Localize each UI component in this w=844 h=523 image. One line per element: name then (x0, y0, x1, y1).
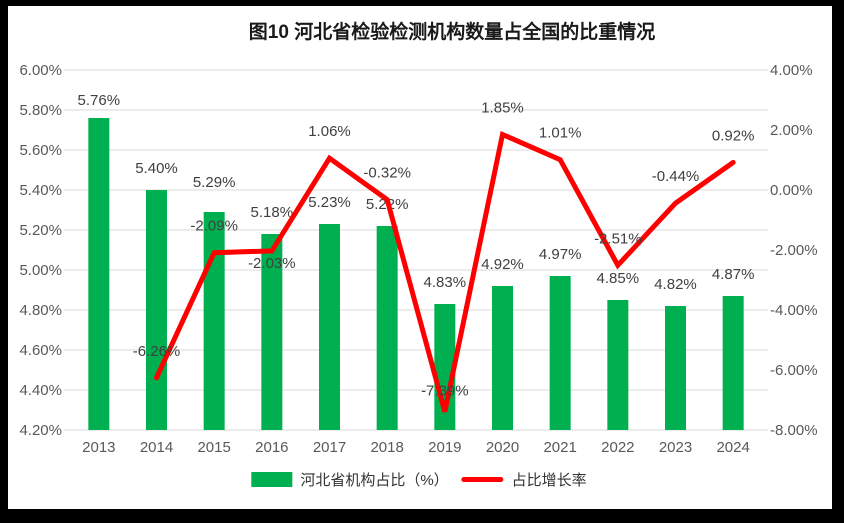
line-value-label: -2.03% (248, 255, 296, 272)
y-axis-tick-label-left: 4.60% (19, 342, 62, 359)
bar-value-label: 4.92% (481, 256, 524, 273)
bar-series-swatch-icon (251, 472, 293, 487)
bar (665, 306, 686, 430)
x-axis-label: 2019 (428, 439, 461, 456)
line-value-label: -2.09% (190, 218, 238, 235)
y-axis-tick-label-left: 4.40% (19, 382, 62, 399)
line-value-label: -6.26% (133, 343, 181, 360)
frame-border-top (0, 0, 844, 6)
bar (319, 224, 340, 430)
y-axis-tick-label-left: 6.00% (19, 62, 62, 79)
bar (261, 234, 283, 430)
x-axis-label: 2013 (82, 439, 115, 456)
line-value-label: 0.92% (712, 127, 755, 144)
line-value-label: -0.32% (363, 165, 411, 182)
line-series-swatch-icon (461, 477, 504, 482)
bar (376, 226, 398, 430)
frame-border-bottom (0, 509, 844, 523)
line-value-label: 1.06% (308, 123, 351, 140)
bar-value-label: 4.85% (597, 270, 640, 287)
line-value-label: 1.85% (481, 100, 524, 117)
x-axis-label: 2014 (140, 439, 173, 456)
line-value-label: 1.01% (539, 125, 582, 142)
x-axis-label: 2015 (197, 439, 230, 456)
bar-value-label: 4.87% (712, 266, 755, 283)
x-axis-label: 2022 (601, 439, 634, 456)
bar (146, 190, 167, 430)
line-value-label: -0.44% (652, 168, 700, 185)
legend-item-line-series: 占比增长率 (461, 469, 587, 490)
y-axis-tick-label-right: -6.00% (770, 362, 818, 379)
y-axis-tick-label-right: -2.00% (770, 242, 818, 259)
y-axis-tick-label-right: 2.00% (770, 122, 813, 139)
chart-legend: 河北省机构占比（%） 占比增长率 (251, 469, 587, 490)
bar-value-label: 5.40% (135, 160, 178, 177)
y-axis-tick-label-left: 5.60% (19, 142, 62, 159)
y-axis-tick-label-left: 5.00% (19, 262, 62, 279)
x-axis-label: 2016 (255, 439, 288, 456)
y-axis-tick-label-right: 0.00% (770, 182, 813, 199)
y-axis-tick-label-right: -4.00% (770, 302, 818, 319)
bar (203, 212, 225, 430)
bar-value-label: 4.97% (539, 246, 582, 263)
bar-value-label: 4.82% (654, 276, 697, 293)
y-axis-tick-label-right: -8.00% (770, 422, 818, 439)
x-axis-label: 2023 (659, 439, 692, 456)
bar-value-label: 4.83% (424, 274, 467, 291)
chart-title: 图10 河北省检验检测机构数量占全国的比重情况 (248, 22, 656, 43)
x-axis-label: 2024 (716, 439, 749, 456)
legend-item-bar-series: 河北省机构占比（%） (251, 469, 449, 490)
x-axis-label: 2017 (313, 439, 346, 456)
bar (88, 118, 110, 430)
line-value-label: -2.51% (594, 230, 642, 247)
bar (607, 300, 629, 430)
line-value-label: -7.39% (421, 383, 469, 400)
y-axis-tick-label-right: 4.00% (770, 62, 813, 79)
y-axis-tick-label-left: 5.40% (19, 182, 62, 199)
bar (549, 276, 571, 430)
legend-label-bar-series: 河北省机构占比（%） (300, 472, 449, 489)
legend-label-line-series: 占比增长率 (511, 472, 587, 489)
bar-value-label: 5.18% (251, 204, 294, 221)
bar (722, 296, 744, 430)
bar (492, 286, 513, 430)
frame-border-right (832, 0, 844, 523)
y-axis-tick-label-left: 4.80% (19, 302, 62, 319)
bar-value-label: 5.23% (308, 194, 351, 211)
bar-value-label: 5.29% (193, 174, 236, 191)
x-axis-label: 2020 (486, 439, 519, 456)
frame-border-left (0, 0, 8, 523)
bar-value-label: 5.76% (78, 92, 121, 109)
growth-rate-line (154, 130, 736, 413)
y-axis-tick-label-left: 4.20% (19, 422, 62, 439)
y-axis-tick-label-left: 5.20% (19, 222, 62, 239)
x-axis-label: 2021 (543, 439, 576, 456)
y-axis-tick-label-left: 5.80% (19, 102, 62, 119)
x-axis-label: 2018 (370, 439, 403, 456)
